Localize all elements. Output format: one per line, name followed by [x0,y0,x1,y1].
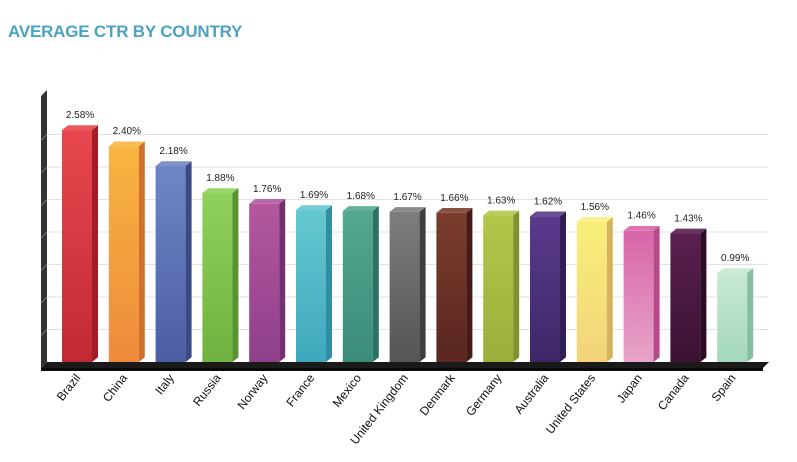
value-label: 1.62% [534,196,562,207]
y-axis-tick [40,264,48,271]
value-label: 1.88% [206,173,234,184]
bar-japan [623,225,660,362]
bar-united-states [576,216,613,362]
y-axis-wall [41,90,47,368]
bar-spain [717,268,754,362]
bar-france [296,205,332,362]
bar-canada [670,228,707,362]
category-label: Norway [234,371,270,412]
y-axis-tick [40,166,48,174]
category-label: Spain [709,371,739,404]
value-label: 1.56% [581,202,609,213]
category-label: China [100,371,131,405]
bar-brazil [62,125,98,363]
value-label: 1.66% [440,193,468,204]
value-label: 1.76% [253,184,281,195]
value-label: 1.63% [487,195,515,206]
bars-layer [62,125,754,363]
value-label: 1.69% [300,190,328,201]
value-label: 2.40% [113,126,141,137]
y-axis-tick [40,231,48,239]
value-label: 2.58% [66,110,94,121]
bar-norway [249,198,286,362]
bar-russia [202,188,239,362]
category-label: Japan [614,371,645,405]
value-label: 1.46% [627,211,655,222]
bar-germany [483,210,520,362]
category-label: Russia [190,371,224,409]
y-axis-tick [40,296,48,304]
x-axis-floor [41,362,769,368]
value-label: 1.67% [393,192,421,203]
category-label: Denmark [417,370,459,418]
value-label: 2.18% [159,146,187,157]
y-axis-tick [40,199,48,206]
category-label: Mexico [330,371,365,410]
category-label: Australia [512,371,552,417]
chart-title: AVERAGE CTR BY COUNTRY [8,22,243,41]
category-label: France [283,371,317,409]
bar-denmark [436,207,473,362]
value-label: 1.43% [674,213,702,224]
bar-mexico [342,206,379,362]
axis-layer [40,90,769,371]
bar-china [108,141,145,362]
value-label: 0.99% [721,253,749,264]
y-axis-tick [40,134,48,141]
bar-united-kingdom [389,207,426,362]
category-label: Italy [152,371,177,397]
bar-italy [155,161,192,362]
value-label: 1.68% [347,191,375,202]
category-label: Canada [655,371,692,413]
category-label: Germany [463,371,504,419]
x-axis-floor-edge [41,368,763,371]
bar-australia [530,211,566,362]
category-label: United States [543,371,598,436]
y-axis-tick [40,329,48,336]
category-label: Brazil [54,371,84,403]
